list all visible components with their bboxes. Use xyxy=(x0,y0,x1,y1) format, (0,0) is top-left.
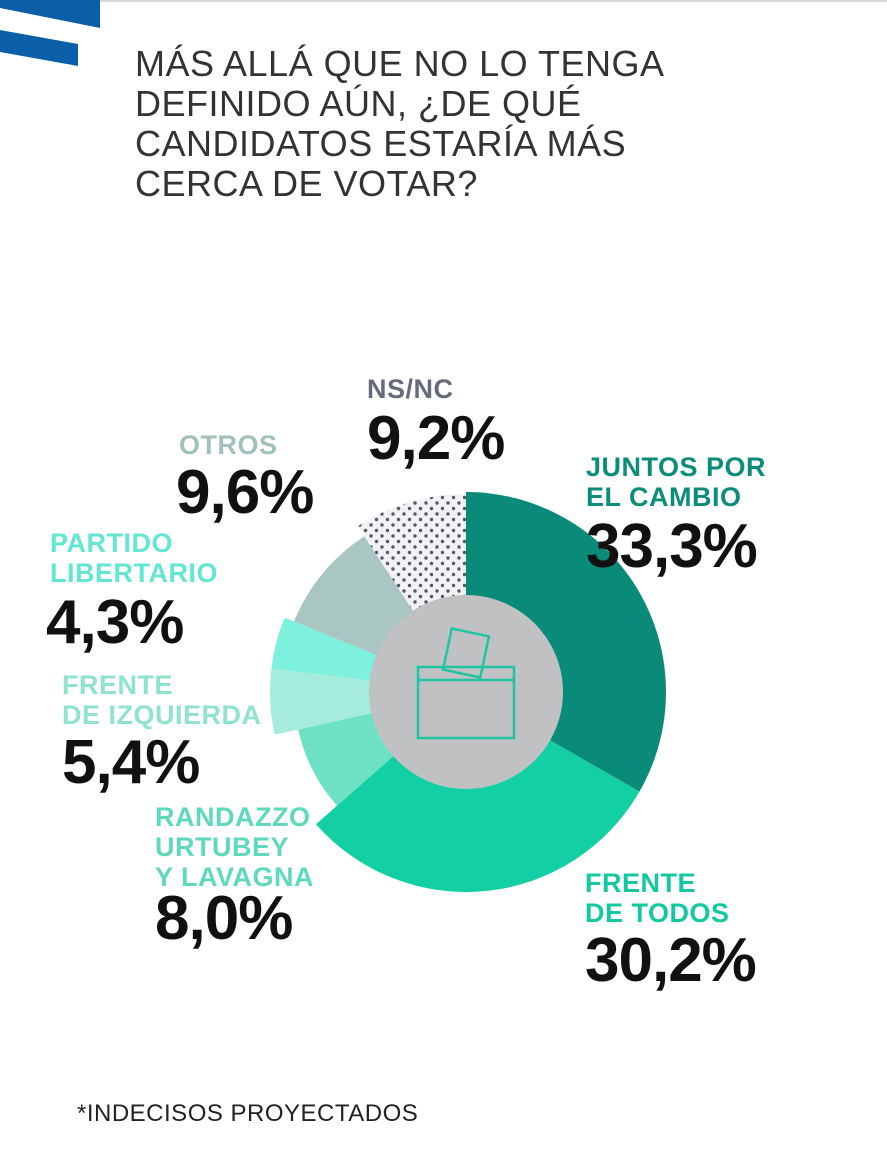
label-izquierda: FRENTE DE IZQUIERDA xyxy=(62,670,262,730)
label-line: URTUBEY xyxy=(155,832,290,862)
label-line: JUNTOS POR xyxy=(586,452,767,482)
label-frente-todos: FRENTE DE TODOS xyxy=(585,868,730,928)
label-line: EL CAMBIO xyxy=(586,482,742,512)
slice-juntos xyxy=(466,492,666,792)
label-line: FRENTE xyxy=(62,670,173,700)
value-libertario: 4,3% xyxy=(46,588,184,657)
value-randazzo: 8,0% xyxy=(155,884,293,953)
value-juntos: 33,3% xyxy=(586,512,758,581)
value-frente-todos: 30,2% xyxy=(585,926,757,995)
label-line: PARTIDO xyxy=(50,528,173,558)
label-line: OTROS xyxy=(179,430,278,460)
title-line: DEFINIDO AÚN, ¿DE QUÉ xyxy=(135,83,582,124)
label-line: Y LAVAGNA xyxy=(155,862,315,892)
title-line: CANDIDATOS ESTARÍA MÁS xyxy=(135,123,627,164)
label-line: NS/NC xyxy=(367,374,454,404)
label-libertario: PARTIDO LIBERTARIO xyxy=(50,528,218,588)
label-line: FRENTE xyxy=(585,868,696,898)
brand-logo xyxy=(0,0,100,66)
slice-izquierda xyxy=(270,668,379,735)
label-randazzo: RANDAZZO URTUBEY Y LAVAGNA xyxy=(155,802,314,892)
footnote: *INDECISOS PROYECTADOS xyxy=(77,1100,419,1127)
label-line: RANDAZZO xyxy=(155,802,311,832)
title-line: MÁS ALLÁ QUE NO LO TENGA xyxy=(135,43,665,84)
label-line: LIBERTARIO xyxy=(50,558,218,588)
slice-frente-todos xyxy=(315,736,640,892)
label-line: DE IZQUIERDA xyxy=(62,700,262,730)
slice-nsnc xyxy=(357,494,466,617)
chart-title: MÁS ALLÁ QUE NO LO TENGA DEFINIDO AÚN, ¿… xyxy=(135,44,775,204)
slice-libertario xyxy=(271,617,383,682)
label-juntos: JUNTOS POR EL CAMBIO xyxy=(586,452,766,512)
value-otros: 9,6% xyxy=(176,458,314,527)
label-otros: OTROS xyxy=(179,430,278,460)
value-izquierda: 5,4% xyxy=(62,728,200,797)
value-nsnc: 9,2% xyxy=(367,404,505,473)
label-line: DE TODOS xyxy=(585,898,730,928)
top-rule xyxy=(0,0,887,2)
slice-otros xyxy=(293,536,417,658)
label-nsnc: NS/NC xyxy=(367,374,454,404)
ballot-box-icon xyxy=(416,627,516,740)
slice-randazzo xyxy=(298,711,399,806)
title-line: CERCA DE VOTAR? xyxy=(135,163,478,204)
donut-center xyxy=(369,595,563,789)
